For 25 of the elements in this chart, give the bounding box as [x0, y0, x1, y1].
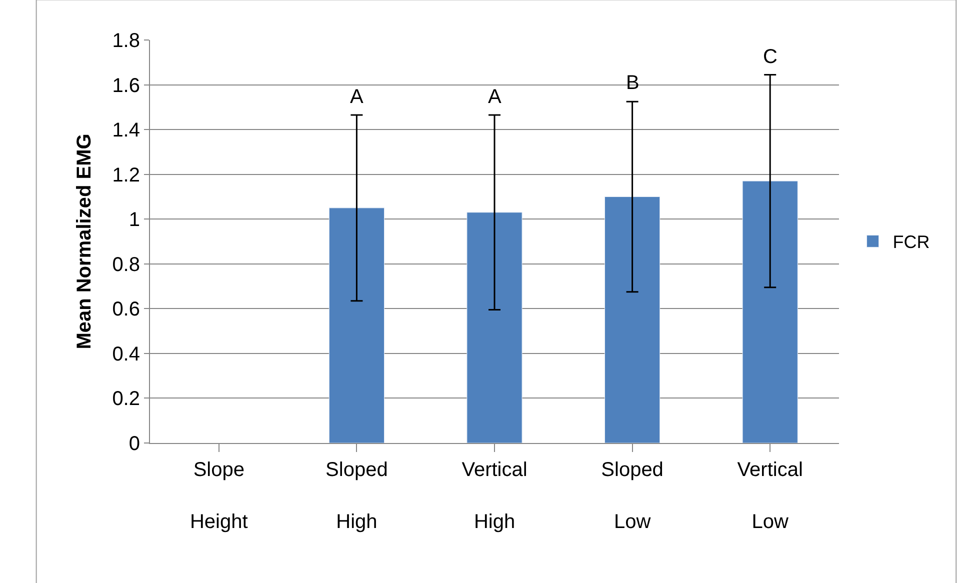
y-tick-label: 1.4: [112, 120, 140, 142]
bar: [604, 196, 660, 443]
bar: [466, 212, 522, 443]
y-tick-label: 1.8: [112, 30, 140, 52]
category-label: Sloped High: [326, 459, 388, 533]
y-tick-label: 1: [128, 209, 140, 232]
category-label: Sloped Low: [601, 459, 664, 533]
y-tick-label: 0.2: [112, 388, 140, 410]
annotation: C: [763, 46, 778, 68]
category-label: Slope Height: [190, 459, 248, 533]
annotation: A: [350, 86, 364, 108]
y-tick-label: 0.8: [112, 254, 140, 276]
y-tick-label: 1.6: [112, 74, 140, 97]
y-tick-label: 1.2: [112, 164, 140, 186]
bar: [742, 180, 798, 443]
annotation: A: [488, 86, 502, 108]
y-tick-label: 0: [128, 433, 140, 455]
y-axis-title: Mean Normalized EMG: [74, 134, 96, 350]
annotation: B: [626, 72, 640, 94]
y-tick-label: 0.4: [112, 343, 140, 366]
y-tick-label: 0.6: [112, 298, 140, 321]
legend-label: FCR: [892, 232, 930, 252]
bar: [328, 208, 385, 443]
category-label: Vertical Low: [737, 459, 803, 533]
category-label: Vertical High: [462, 459, 528, 533]
